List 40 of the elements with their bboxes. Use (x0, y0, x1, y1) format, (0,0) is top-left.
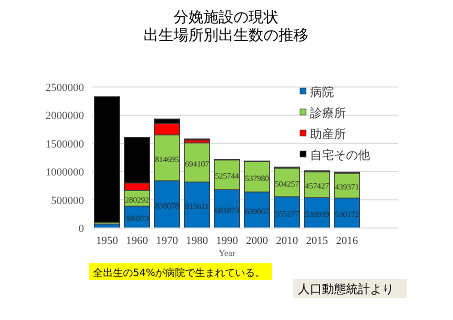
legend-label: 助産所 (310, 127, 346, 141)
chart-title: 分娩施設の現状 (174, 8, 278, 26)
chart-subtitle: 出生場所別出生数の推移 (144, 26, 308, 44)
data-label: 838078 (155, 201, 179, 210)
y-tick-label: 1000000 (46, 166, 84, 179)
legend-label: 病院 (310, 85, 334, 99)
x-tick-label: 2016 (336, 235, 358, 247)
data-label: 555277 (275, 209, 299, 218)
data-label: 815611 (185, 202, 209, 211)
data-label: 694107 (185, 159, 209, 168)
x-axis-title: Year (218, 248, 236, 258)
legend-label: 診療所 (310, 106, 346, 120)
x-tick-label: 1960 (126, 235, 148, 247)
data-label: 530172 (335, 210, 359, 220)
data-label: 280292 (125, 195, 149, 204)
x-tick-label: 2000 (246, 235, 268, 247)
text: 人口動態統計より (298, 282, 394, 296)
legend-label: 自宅その他 (310, 148, 370, 162)
x-tick-label: 1990 (216, 235, 238, 247)
text: 全出生の54%が病院で生まれている。 (93, 267, 266, 279)
data-label: 439371 (335, 182, 359, 192)
data-label: 814695 (155, 154, 179, 164)
data-label: 504257 (275, 179, 299, 188)
x-tick-label: 1950 (96, 235, 118, 247)
data-label: 681873 (215, 206, 239, 215)
y-tick-label: 500000 (51, 194, 84, 207)
y-tick-label: 0 (78, 223, 84, 235)
x-tick-label: 2015 (306, 235, 328, 247)
y-tick-label: 2500000 (46, 82, 84, 94)
y-tick-label: 2000000 (46, 110, 84, 122)
data-label: 537980 (245, 174, 269, 183)
data-label: 386973 (125, 214, 149, 224)
data-label: 639067 (245, 206, 269, 216)
data-label: 457427 (305, 182, 329, 191)
x-tick-label: 1980 (186, 235, 208, 247)
data-label: 539939 (305, 210, 329, 219)
x-tick-label: 2010 (276, 235, 298, 247)
y-tick-label: 1500000 (46, 138, 84, 150)
data-label: 525744 (215, 172, 239, 181)
x-tick-label: 1970 (156, 235, 178, 247)
